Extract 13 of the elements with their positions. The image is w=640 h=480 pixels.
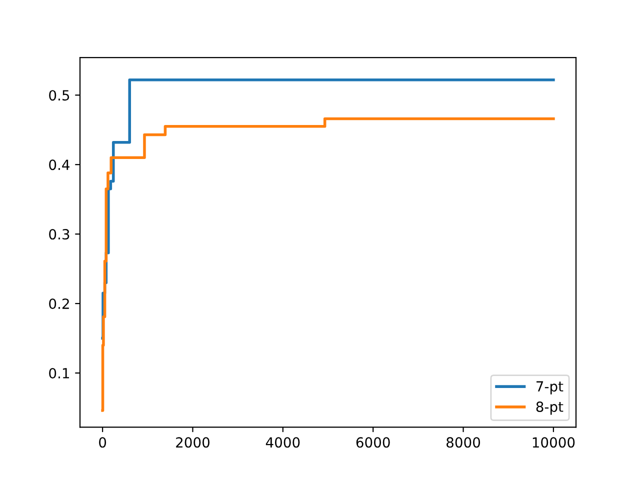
x-tick-label: 4000 [266,437,300,448]
y-tick-label: 0.4 [49,160,70,170]
x-tick-label: 6000 [356,437,390,448]
legend-label: 7-pt [536,381,564,394]
y-tick-label: 0.3 [49,229,70,240]
x-tick-label: 8000 [446,437,480,448]
legend-label: 8-pt [536,402,564,415]
y-tick-label: 0.1 [49,368,69,378]
x-tick-label: 2000 [176,437,210,448]
y-tick-label: 0.5 [49,90,70,101]
x-tick-label: 0 [99,437,106,448]
x-tick-label: 10000 [532,437,575,448]
y-tick-label: 0.2 [49,298,69,310]
